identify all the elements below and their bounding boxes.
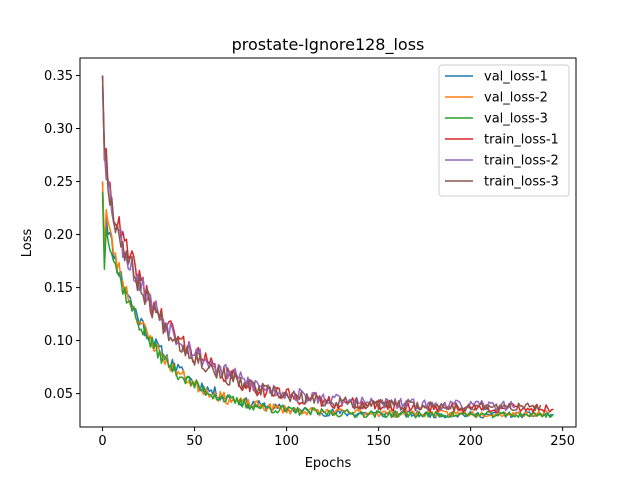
legend: val_loss-1 val_loss-2 val_loss-3 train_loss… xyxy=(438,64,570,197)
legend-label: val_loss-2 xyxy=(484,91,548,106)
x-axis-label: Epochs xyxy=(305,456,352,471)
y-tick-label: 0.30 xyxy=(44,122,73,137)
legend-label: train_loss-2 xyxy=(484,154,559,169)
series-layer xyxy=(101,75,555,419)
y-tick-label: 0.15 xyxy=(44,281,73,296)
y-axis-label: Loss xyxy=(20,229,35,258)
y-tick-label: 0.20 xyxy=(44,228,73,243)
x-tick-label: 0 xyxy=(98,434,106,449)
y-axis-ticks: 0.05 0.10 0.15 0.20 0.25 0.30 0.35 xyxy=(44,69,80,402)
y-tick-label: 0.25 xyxy=(44,175,73,190)
legend-label: train_loss-3 xyxy=(484,175,559,190)
x-tick-label: 150 xyxy=(366,434,391,449)
series-line-train_loss-3 xyxy=(101,75,542,412)
legend-label: train_loss-1 xyxy=(484,133,559,148)
x-axis-ticks: 0 50 100 150 200 250 xyxy=(98,427,575,449)
x-tick-label: 250 xyxy=(550,434,575,449)
axes-frame xyxy=(79,57,577,428)
y-tick-label: 0.10 xyxy=(44,334,73,349)
x-tick-label: 100 xyxy=(274,434,299,449)
legend-label: val_loss-3 xyxy=(484,112,548,127)
y-tick-label: 0.05 xyxy=(44,387,73,402)
chart-title: prostate-Ignore128_loss xyxy=(232,35,425,55)
legend-items: val_loss-1 val_loss-2 val_loss-3 train_loss… xyxy=(445,70,559,190)
legend-label: val_loss-1 xyxy=(484,70,548,85)
series-line-val_loss-3 xyxy=(101,192,555,419)
x-tick-label: 200 xyxy=(458,434,483,449)
x-tick-label: 50 xyxy=(186,434,203,449)
y-tick-label: 0.35 xyxy=(44,69,73,84)
